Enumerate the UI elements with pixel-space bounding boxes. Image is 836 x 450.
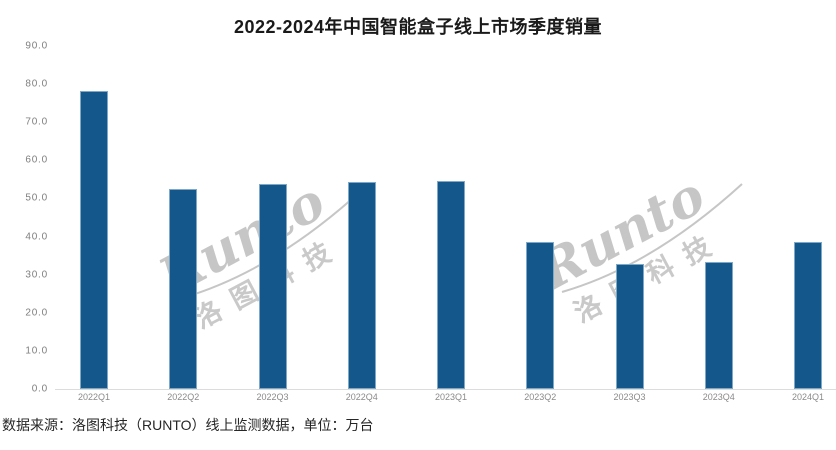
y-axis-tick-label: 50.0 (25, 192, 48, 204)
chart-title: 2022-2024年中国智能盒子线上市场季度销量 (233, 17, 603, 37)
y-axis-tick-label: 30.0 (25, 269, 48, 281)
y-axis-tick-label: 90.0 (25, 40, 48, 52)
bar-2022Q3 (258, 183, 287, 389)
y-axis-tick-label: 40.0 (25, 231, 48, 243)
x-axis-label-2022Q1: 2022Q1 (77, 392, 111, 402)
x-axis-label-2024Q1: 2024Q1 (791, 392, 825, 402)
bar-2023Q2 (526, 241, 555, 389)
x-axis-label-2022Q2: 2022Q2 (167, 392, 200, 402)
bar-2022Q1 (80, 90, 108, 389)
y-axis-tick-label: 0.0 (31, 383, 48, 395)
x-axis-label-2023Q1: 2023Q1 (434, 392, 468, 402)
x-axis-label-2023Q2: 2023Q2 (524, 392, 557, 402)
y-axis-tick-label: 60.0 (25, 154, 48, 166)
bar-2022Q2 (169, 188, 198, 389)
bar-2022Q4 (347, 181, 376, 389)
data-source-note: 数据来源：洛图科技（RUNTO）线上监测数据，单位：万台 (2, 417, 374, 433)
bar-2023Q1 (437, 180, 465, 389)
y-axis-tick-label: 70.0 (25, 116, 48, 128)
x-axis-label-2022Q3: 2022Q3 (256, 392, 289, 402)
x-axis-label-2023Q4: 2023Q4 (702, 392, 735, 402)
x-axis-line (55, 389, 836, 390)
bar-2024Q1 (794, 241, 822, 389)
x-axis-label-2023Q3: 2023Q3 (613, 392, 646, 402)
y-axis-tick-label: 10.0 (25, 345, 48, 357)
y-axis-tick-label: 80.0 (25, 78, 48, 90)
bar-2023Q3 (615, 263, 644, 389)
bar-2023Q4 (704, 262, 733, 389)
y-axis-tick-label: 20.0 (25, 307, 48, 319)
x-axis-label-2022Q4: 2022Q4 (345, 392, 378, 402)
